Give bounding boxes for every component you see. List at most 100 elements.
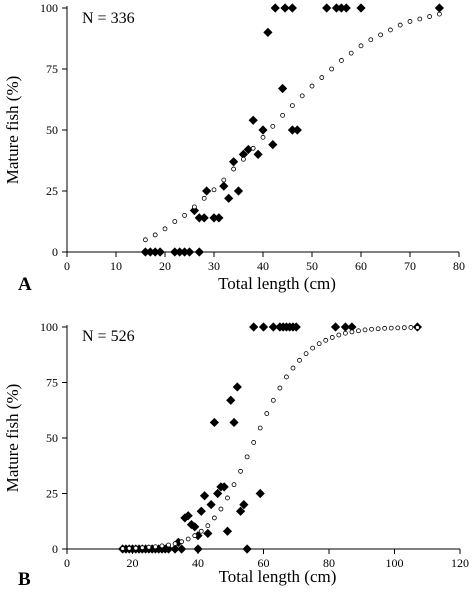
observed-point: [235, 506, 246, 516]
fitted-curve-point: [260, 134, 266, 140]
fitted-curve-point: [348, 50, 354, 56]
observed-point: [175, 247, 185, 257]
fitted-curve-point: [408, 325, 414, 330]
fitted-curve-point: [407, 19, 413, 24]
observed-point: [155, 247, 165, 257]
observed-point: [242, 544, 252, 554]
observed-point: [203, 528, 213, 539]
y-tick-label: 50: [46, 431, 58, 445]
observed-point: [183, 511, 193, 521]
observed-point: [194, 247, 204, 257]
observed-point: [170, 544, 180, 554]
observed-point: [180, 247, 190, 257]
observed-point: [291, 322, 301, 332]
fitted-curve-point: [417, 16, 423, 22]
x-tick-label: 60: [355, 259, 367, 273]
y-tick-label: 75: [46, 376, 58, 390]
observed-point: [263, 27, 273, 37]
fitted-curve-point: [146, 544, 152, 550]
y-tick-label: 25: [46, 487, 58, 501]
x-tick-label: 20: [127, 556, 139, 570]
observed-point: [219, 482, 229, 492]
y-tick-label: 100: [40, 1, 58, 15]
y-tick-label: 100: [40, 320, 58, 334]
x-tick-label: 0: [64, 556, 70, 570]
fitted-curve-point: [198, 528, 204, 534]
x-axis-title: Total length (cm): [219, 567, 337, 586]
observed-point: [224, 193, 234, 203]
fitted-curve-point: [290, 365, 296, 371]
y-axis-title: Mature fish (%): [3, 76, 22, 185]
observed-point: [213, 488, 223, 499]
chart-panel-a: 0 10 20 30 40 50 60 70 80 0 25 50 75 100 Total length …: [3, 1, 465, 295]
fitted-curve-point: [427, 14, 433, 19]
observed-point: [330, 322, 341, 332]
chart-panel-b: 0 20 40 60 80 100 120 0 25 50 75 100 Total length (c…: [3, 320, 469, 590]
fitted-curve-point: [329, 335, 335, 340]
observed-point: [434, 3, 444, 13]
x-tick-label: 30: [208, 259, 220, 273]
observed-point: [270, 3, 280, 13]
fitted-curve-point: [358, 43, 364, 49]
x-tick-label: 80: [453, 259, 465, 273]
x-tick-label: 60: [258, 556, 270, 570]
fitted-curve-point: [142, 237, 148, 243]
panel-label: A: [18, 274, 32, 295]
fitted-curve-point: [192, 533, 198, 539]
x-tick-label: 40: [192, 556, 204, 570]
observed-point: [322, 3, 332, 13]
fitted-curve-point: [309, 83, 315, 89]
y-tick-label: 25: [46, 184, 58, 198]
fitted-curve-point: [338, 58, 344, 63]
fitted-curve-point: [152, 232, 158, 238]
x-tick-label: 120: [451, 556, 469, 570]
fitted-curve-point: [264, 411, 270, 416]
fitted-curve-point: [238, 468, 243, 474]
fitted-curve-point: [378, 32, 384, 38]
fitted-curve-point: [120, 546, 126, 551]
observed-point: [140, 247, 150, 257]
observed-point: [249, 322, 259, 332]
fitted-curve-point: [395, 325, 401, 331]
observed-point: [232, 382, 242, 392]
fitted-curve-point: [387, 27, 393, 33]
fitted-curve-point: [284, 374, 289, 380]
x-axis-title: Total length (cm): [218, 274, 336, 293]
fitted-curve-point: [185, 536, 191, 542]
fitted-curve-point: [218, 506, 224, 512]
observed-point: [190, 522, 200, 532]
observed-point: [163, 544, 174, 554]
observed-point: [253, 149, 263, 159]
fitted-curve-point: [257, 425, 263, 431]
fitted-curve-point: [153, 544, 158, 550]
fitted-curve-point: [299, 93, 305, 99]
observed-point: [209, 213, 219, 223]
fitted-curve-point: [401, 325, 407, 331]
fitted-curve-point: [244, 454, 250, 460]
fitted-curve-point: [388, 325, 394, 331]
observed-point: [193, 544, 203, 554]
fitted-curve-point: [382, 325, 388, 331]
fitted-curve-point: [211, 187, 217, 193]
fitted-curve-point: [329, 66, 335, 72]
observed-point: [258, 322, 269, 332]
fitted-curve-point: [375, 326, 381, 332]
observed-point: [209, 417, 219, 428]
observed-point: [331, 3, 342, 13]
observed-point: [258, 125, 268, 135]
fitted-curve-point: [133, 545, 139, 551]
observed-point: [243, 144, 253, 155]
fitted-curve-point: [415, 325, 420, 330]
observed-point: [202, 186, 212, 196]
panel-label: B: [18, 569, 31, 590]
x-tick-label: 70: [404, 259, 416, 273]
y-tick-label: 75: [46, 62, 58, 76]
observed-point: [255, 488, 265, 499]
x-tick-label: 20: [159, 259, 171, 273]
observed-point: [280, 3, 290, 13]
observed-point: [233, 186, 244, 196]
x-tick-label: 40: [257, 259, 269, 273]
x-tick-label: 50: [306, 259, 318, 273]
fitted-curve-point: [289, 103, 295, 108]
fitted-curve-point: [270, 123, 276, 129]
